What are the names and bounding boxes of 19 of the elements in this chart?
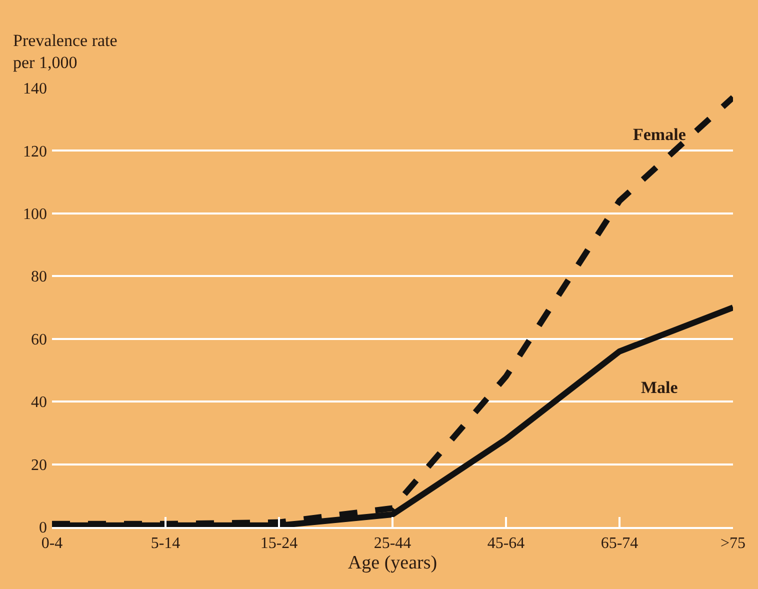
x-tick-label: 0-4 — [41, 535, 63, 552]
y-tick-label: 140 — [23, 80, 47, 98]
y-tick-label: 40 — [31, 394, 47, 412]
y-tick-label: 100 — [23, 206, 47, 224]
x-tick-label: 5-14 — [150, 535, 180, 552]
x-tick-label: 25-44 — [374, 535, 412, 552]
x-tick-label: 45-64 — [487, 535, 525, 552]
x-axis-title: Age (years) — [348, 552, 438, 574]
y-tick-label: 60 — [31, 331, 47, 348]
x-tick-label: 65-74 — [600, 535, 638, 552]
y-axis-title: Prevalence rate per 1,000 — [13, 31, 118, 72]
series-label: Female — [633, 125, 686, 144]
x-tick-label: 15-24 — [260, 535, 298, 552]
y-tick-label: 20 — [31, 456, 47, 474]
x-tick-label: >75 — [720, 535, 746, 552]
y-tick-label: 0 — [39, 520, 47, 537]
y-tick-label: 80 — [31, 268, 47, 286]
series-label: Male — [641, 378, 678, 397]
y-tick-label: 120 — [23, 143, 47, 160]
